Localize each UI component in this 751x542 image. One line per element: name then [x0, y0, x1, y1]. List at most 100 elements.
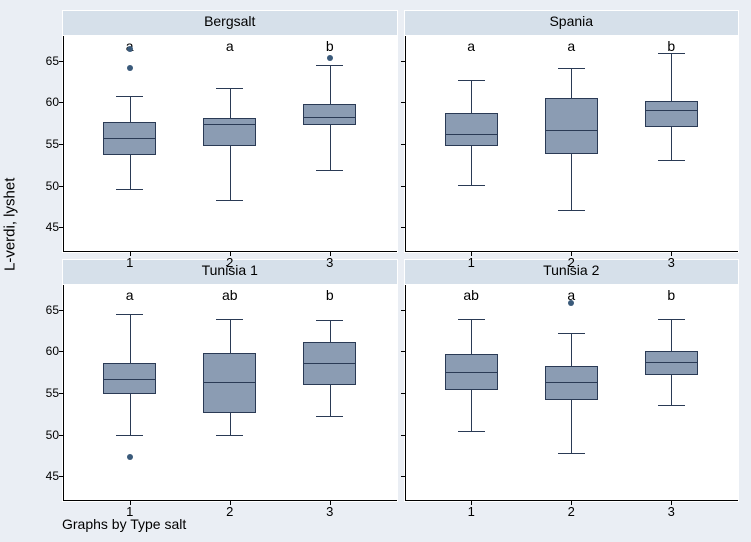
whisker-upper — [471, 319, 472, 354]
panel: Bergsalt45505560651a2a3b — [62, 10, 398, 253]
panel: Tunisia 145505560651a2ab3b — [62, 259, 398, 502]
y-tick — [59, 435, 63, 436]
y-tick — [401, 476, 405, 477]
outlier-point — [127, 65, 133, 71]
y-tick — [59, 144, 63, 145]
whisker-cap — [658, 160, 685, 161]
y-tick-label: 55 — [35, 386, 59, 400]
median-line — [203, 124, 256, 125]
box — [303, 104, 356, 125]
whisker-cap — [116, 435, 143, 436]
outlier-point — [568, 300, 574, 306]
x-tick-label: 2 — [226, 504, 233, 519]
significance-label: b — [667, 38, 675, 54]
whisker-cap — [558, 333, 585, 334]
panel: Tunisia 21ab2a3b — [404, 259, 740, 502]
panel: Spania1a2a3b — [404, 10, 740, 253]
whisker-cap — [458, 319, 485, 320]
significance-label: a — [467, 38, 475, 54]
y-tick-label: 60 — [35, 344, 59, 358]
significance-label: b — [326, 287, 334, 303]
whisker-upper — [130, 96, 131, 123]
whisker-cap — [116, 96, 143, 97]
box — [645, 101, 698, 128]
whisker-lower — [130, 155, 131, 189]
x-tick-label: 3 — [668, 504, 675, 519]
whisker-cap — [458, 431, 485, 432]
whisker-cap — [458, 80, 485, 81]
median-line — [545, 130, 598, 131]
median-line — [103, 379, 156, 380]
y-tick-label: 50 — [35, 428, 59, 442]
whisker-upper — [330, 65, 331, 104]
median-line — [103, 138, 156, 139]
whisker-cap — [316, 320, 343, 321]
median-line — [645, 110, 698, 111]
box — [545, 98, 598, 154]
whisker-lower — [130, 394, 131, 435]
outlier-point — [327, 55, 333, 61]
plot-area: 1ab2a3b — [404, 284, 740, 502]
y-tick — [59, 227, 63, 228]
y-tick — [59, 393, 63, 394]
panel-grid: Bergsalt45505560651a2a3bSpania1a2a3bTuni… — [62, 10, 739, 502]
y-tick — [401, 435, 405, 436]
panel-title: Spania — [404, 10, 740, 35]
significance-label: a — [567, 38, 575, 54]
whisker-cap — [316, 65, 343, 66]
median-line — [645, 362, 698, 363]
plot-area: 45505560651a2ab3b — [62, 284, 398, 502]
whisker-cap — [216, 319, 243, 320]
box — [203, 118, 256, 145]
y-tick — [401, 61, 405, 62]
x-tick-label: 3 — [326, 255, 333, 270]
box — [445, 113, 498, 145]
whisker-upper — [671, 53, 672, 100]
median-line — [303, 117, 356, 118]
median-line — [445, 134, 498, 135]
whisker-cap — [558, 453, 585, 454]
whisker-cap — [216, 200, 243, 201]
whisker-lower — [230, 413, 231, 435]
figure: L-verdi, lyshet Bergsalt45505560651a2a3b… — [0, 0, 751, 542]
x-tick-label: 2 — [226, 255, 233, 270]
y-tick-label: 60 — [35, 95, 59, 109]
whisker-lower — [330, 385, 331, 417]
plot-area: 45505560651a2a3b — [62, 35, 398, 253]
y-tick-label: 45 — [35, 220, 59, 234]
significance-label: a — [126, 287, 134, 303]
whisker-cap — [316, 170, 343, 171]
x-tick-label: 3 — [326, 504, 333, 519]
panel-title: Bergsalt — [62, 10, 398, 35]
whisker-cap — [658, 319, 685, 320]
whisker-cap — [116, 189, 143, 190]
outlier-point — [127, 46, 133, 52]
whisker-cap — [658, 405, 685, 406]
footnote: Graphs by Type salt — [62, 516, 186, 532]
whisker-lower — [471, 146, 472, 185]
y-axis — [405, 285, 406, 501]
whisker-upper — [330, 320, 331, 342]
outlier-point — [127, 454, 133, 460]
whisker-cap — [316, 416, 343, 417]
whisker-upper — [571, 68, 572, 98]
significance-label: ab — [222, 287, 238, 303]
significance-label: b — [667, 287, 675, 303]
y-tick — [59, 186, 63, 187]
whisker-lower — [571, 154, 572, 210]
y-tick-label: 65 — [35, 303, 59, 317]
y-axis — [63, 36, 64, 252]
whisker-lower — [671, 127, 672, 159]
y-tick — [59, 61, 63, 62]
x-tick-label: 1 — [126, 255, 133, 270]
y-tick — [401, 310, 405, 311]
significance-label: a — [226, 38, 234, 54]
whisker-lower — [471, 390, 472, 432]
y-tick — [401, 186, 405, 187]
x-tick-label: 1 — [468, 255, 475, 270]
whisker-upper — [130, 314, 131, 363]
y-tick — [401, 351, 405, 352]
box — [545, 366, 598, 400]
whisker-lower — [230, 146, 231, 201]
x-tick-label: 1 — [468, 504, 475, 519]
